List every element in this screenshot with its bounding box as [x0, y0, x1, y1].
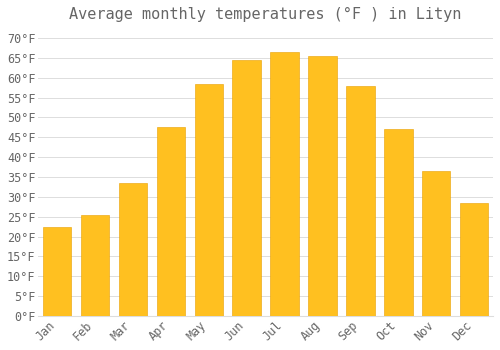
- Bar: [346, 86, 374, 316]
- Bar: [119, 183, 147, 316]
- Bar: [43, 227, 72, 316]
- Bar: [308, 56, 336, 316]
- Title: Average monthly temperatures (°F ) in Lityn: Average monthly temperatures (°F ) in Li…: [70, 7, 462, 22]
- Bar: [81, 215, 110, 316]
- Bar: [422, 171, 450, 316]
- Bar: [384, 130, 412, 316]
- Bar: [194, 84, 223, 316]
- Bar: [270, 52, 299, 316]
- Bar: [156, 127, 185, 316]
- Bar: [232, 60, 261, 316]
- Bar: [460, 203, 488, 316]
